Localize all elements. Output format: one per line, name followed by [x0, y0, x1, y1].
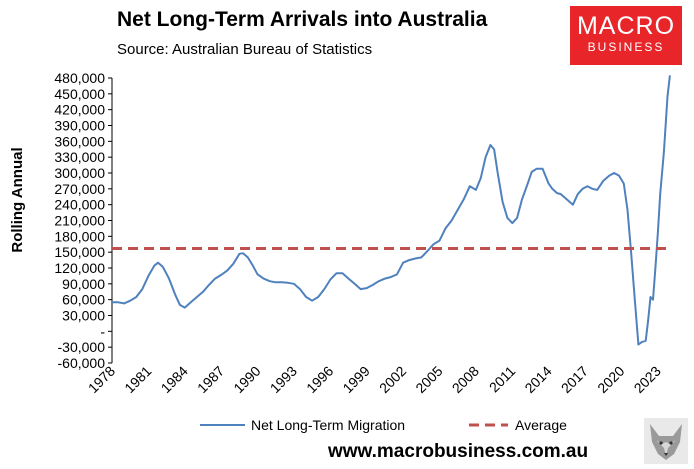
- x-tick-label: 1996: [303, 363, 336, 396]
- x-tick-label: 2017: [558, 363, 591, 396]
- page-title: Net Long-Term Arrivals into Australia: [117, 8, 488, 31]
- y-tick-label: 210,000: [54, 213, 105, 229]
- x-tick-label: 2002: [376, 363, 409, 396]
- footer-url[interactable]: www.macrobusiness.com.au: [328, 441, 589, 462]
- x-tick-label: 1999: [339, 363, 372, 396]
- x-tick-label: 2008: [449, 363, 482, 396]
- y-tick-label: -30,000: [58, 339, 106, 355]
- y-tick-label: 420,000: [54, 102, 105, 118]
- y-tick-label: -: [100, 323, 105, 339]
- x-tick-label: 1984: [158, 363, 191, 396]
- x-tick-label: 2020: [594, 363, 627, 396]
- y-axis: 480,000450,000420,000390,000360,000330,0…: [54, 70, 113, 371]
- y-tick-label: 360,000: [54, 133, 105, 149]
- series-layer: [112, 75, 671, 346]
- y-tick-label: 90,000: [62, 276, 105, 292]
- y-tick-label: 180,000: [54, 228, 105, 244]
- y-tick-label: -60,000: [58, 355, 106, 371]
- legend-label-migration: Net Long-Term Migration: [251, 417, 405, 433]
- logo-line-macro: MACRO: [576, 12, 676, 40]
- x-tick-label: 1993: [267, 363, 300, 396]
- y-tick-label: 240,000: [54, 197, 105, 213]
- y-tick-label: 120,000: [54, 260, 105, 276]
- x-axis: 1978 1981 1984 1987 1990 1993 1996 1999 2002 2005…: [85, 363, 664, 396]
- legend: Net Long-Term Migration Average: [200, 417, 567, 433]
- macrobusiness-logo: MACRO BUSINESS: [570, 6, 682, 65]
- x-tick-label: 1981: [121, 363, 154, 396]
- x-tick-label: 1987: [194, 363, 227, 396]
- y-tick-label: 330,000: [54, 149, 105, 165]
- x-tick-label: 2023: [631, 363, 664, 396]
- y-tick-label: 480,000: [54, 70, 105, 86]
- y-tick-label: 300,000: [54, 165, 105, 181]
- y-tick-label: 390,000: [54, 118, 105, 134]
- y-tick-label: 150,000: [54, 244, 105, 260]
- y-tick-label: 30,000: [62, 308, 105, 324]
- y-tick-label: 60,000: [62, 292, 105, 308]
- legend-label-average: Average: [515, 417, 567, 433]
- y-tick-label: 450,000: [54, 86, 105, 102]
- x-tick-label: 1990: [230, 363, 263, 396]
- y-tick-label: 270,000: [54, 181, 105, 197]
- y-axis-label: Rolling Annual: [9, 147, 26, 252]
- x-tick-label: 2014: [521, 363, 554, 396]
- fox-logo-icon: [644, 418, 688, 464]
- source-subtitle: Source: Australian Bureau of Statistics: [117, 41, 373, 58]
- logo-line-business: BUSINESS: [587, 40, 665, 54]
- migration-series-line: [112, 75, 671, 346]
- x-tick-label: 2011: [486, 363, 519, 396]
- x-tick-label: 2005: [412, 363, 445, 396]
